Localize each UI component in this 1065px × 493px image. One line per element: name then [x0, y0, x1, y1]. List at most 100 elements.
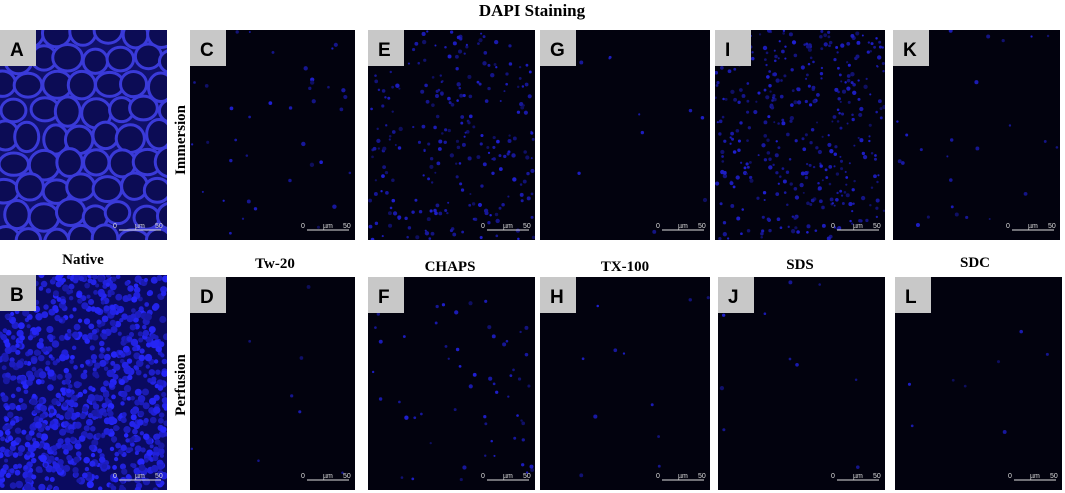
nucleus	[810, 198, 815, 203]
nucleus	[515, 228, 520, 233]
nucleus	[201, 190, 204, 193]
nucleus	[110, 351, 118, 358]
scale-end: 50	[698, 223, 706, 230]
nucleus	[15, 349, 21, 355]
nucleus	[837, 66, 840, 70]
nucleus	[193, 81, 196, 84]
scale-unit: µm	[135, 223, 145, 230]
nucleus	[4, 346, 13, 355]
nucleus	[778, 40, 781, 43]
nucleus	[32, 440, 40, 449]
nucleus	[374, 221, 379, 226]
scale-end: 50	[523, 473, 531, 480]
nucleus	[764, 58, 767, 61]
nucleus	[49, 420, 55, 425]
nucleus	[777, 146, 781, 150]
nucleus	[844, 81, 847, 84]
nucleus	[154, 477, 162, 485]
nucleus	[128, 447, 134, 452]
nucleus	[32, 393, 37, 398]
tubule	[145, 118, 167, 151]
nucleus	[4, 417, 10, 422]
nucleus	[768, 70, 772, 73]
nucleus	[650, 403, 654, 407]
nucleus	[444, 46, 447, 49]
nucleus	[720, 149, 725, 155]
nucleus	[768, 157, 772, 161]
nucleus	[800, 65, 805, 70]
nucleus	[100, 300, 106, 305]
nucleus	[910, 424, 914, 428]
nucleus	[484, 422, 488, 426]
nucleus	[298, 410, 302, 414]
nucleus	[158, 412, 165, 418]
tubule	[157, 98, 167, 124]
nucleus	[35, 350, 42, 356]
nucleus	[876, 180, 879, 184]
row-label: Perfusion	[173, 354, 189, 416]
nucleus	[527, 384, 531, 388]
nucleus	[429, 164, 434, 169]
tubule	[65, 172, 97, 202]
nucleus	[331, 47, 334, 50]
nucleus	[455, 347, 460, 352]
nucleus	[83, 425, 90, 432]
nucleus	[802, 191, 805, 194]
nucleus	[2, 328, 8, 334]
nucleus	[467, 121, 471, 125]
nucleus	[454, 310, 459, 315]
nucleus	[868, 139, 871, 143]
nucleus	[38, 354, 45, 362]
nucleus	[143, 277, 149, 283]
scale-unit: µm	[853, 223, 863, 230]
nucleus	[856, 40, 861, 45]
nucleus	[820, 30, 824, 33]
nucleus	[818, 199, 823, 204]
nucleus	[142, 402, 150, 410]
nucleus	[55, 400, 60, 405]
nucleus	[64, 378, 71, 385]
tubule	[146, 71, 167, 104]
nucleus	[829, 197, 834, 202]
nucleus	[422, 174, 425, 177]
nucleus	[92, 403, 100, 410]
nucleus	[159, 453, 165, 458]
nucleus	[775, 171, 779, 175]
nucleus	[27, 348, 34, 355]
nucleus	[115, 442, 122, 449]
nucleus	[875, 110, 878, 114]
nucleus	[780, 79, 783, 82]
nucleus	[946, 155, 949, 158]
nucleus	[17, 379, 22, 384]
nucleus	[163, 406, 167, 411]
nucleus	[152, 455, 159, 462]
nucleus	[501, 203, 505, 207]
nucleus	[507, 395, 510, 398]
nucleus	[770, 105, 775, 110]
nucleus	[482, 35, 486, 39]
nucleus	[69, 359, 74, 364]
nucleus	[88, 385, 94, 391]
nucleus	[849, 219, 852, 223]
nucleus	[429, 156, 434, 161]
scale-end: 50	[523, 223, 531, 230]
nucleus	[869, 49, 873, 53]
nucleus	[731, 137, 735, 141]
nucleus	[391, 198, 396, 203]
nucleus	[766, 217, 771, 222]
nucleus	[9, 360, 16, 368]
nucleus	[257, 459, 260, 462]
nucleus	[456, 82, 461, 87]
nucleus	[204, 84, 209, 88]
nucleus	[78, 435, 86, 442]
nucleus	[835, 46, 839, 49]
nucleus	[123, 366, 132, 375]
nucleus	[869, 93, 872, 96]
nucleus	[234, 138, 238, 142]
nucleus	[789, 119, 793, 123]
nucleus	[745, 162, 749, 166]
nucleus	[721, 115, 725, 119]
nucleus	[449, 228, 454, 233]
nucleus	[870, 42, 874, 46]
nucleus	[58, 334, 66, 342]
